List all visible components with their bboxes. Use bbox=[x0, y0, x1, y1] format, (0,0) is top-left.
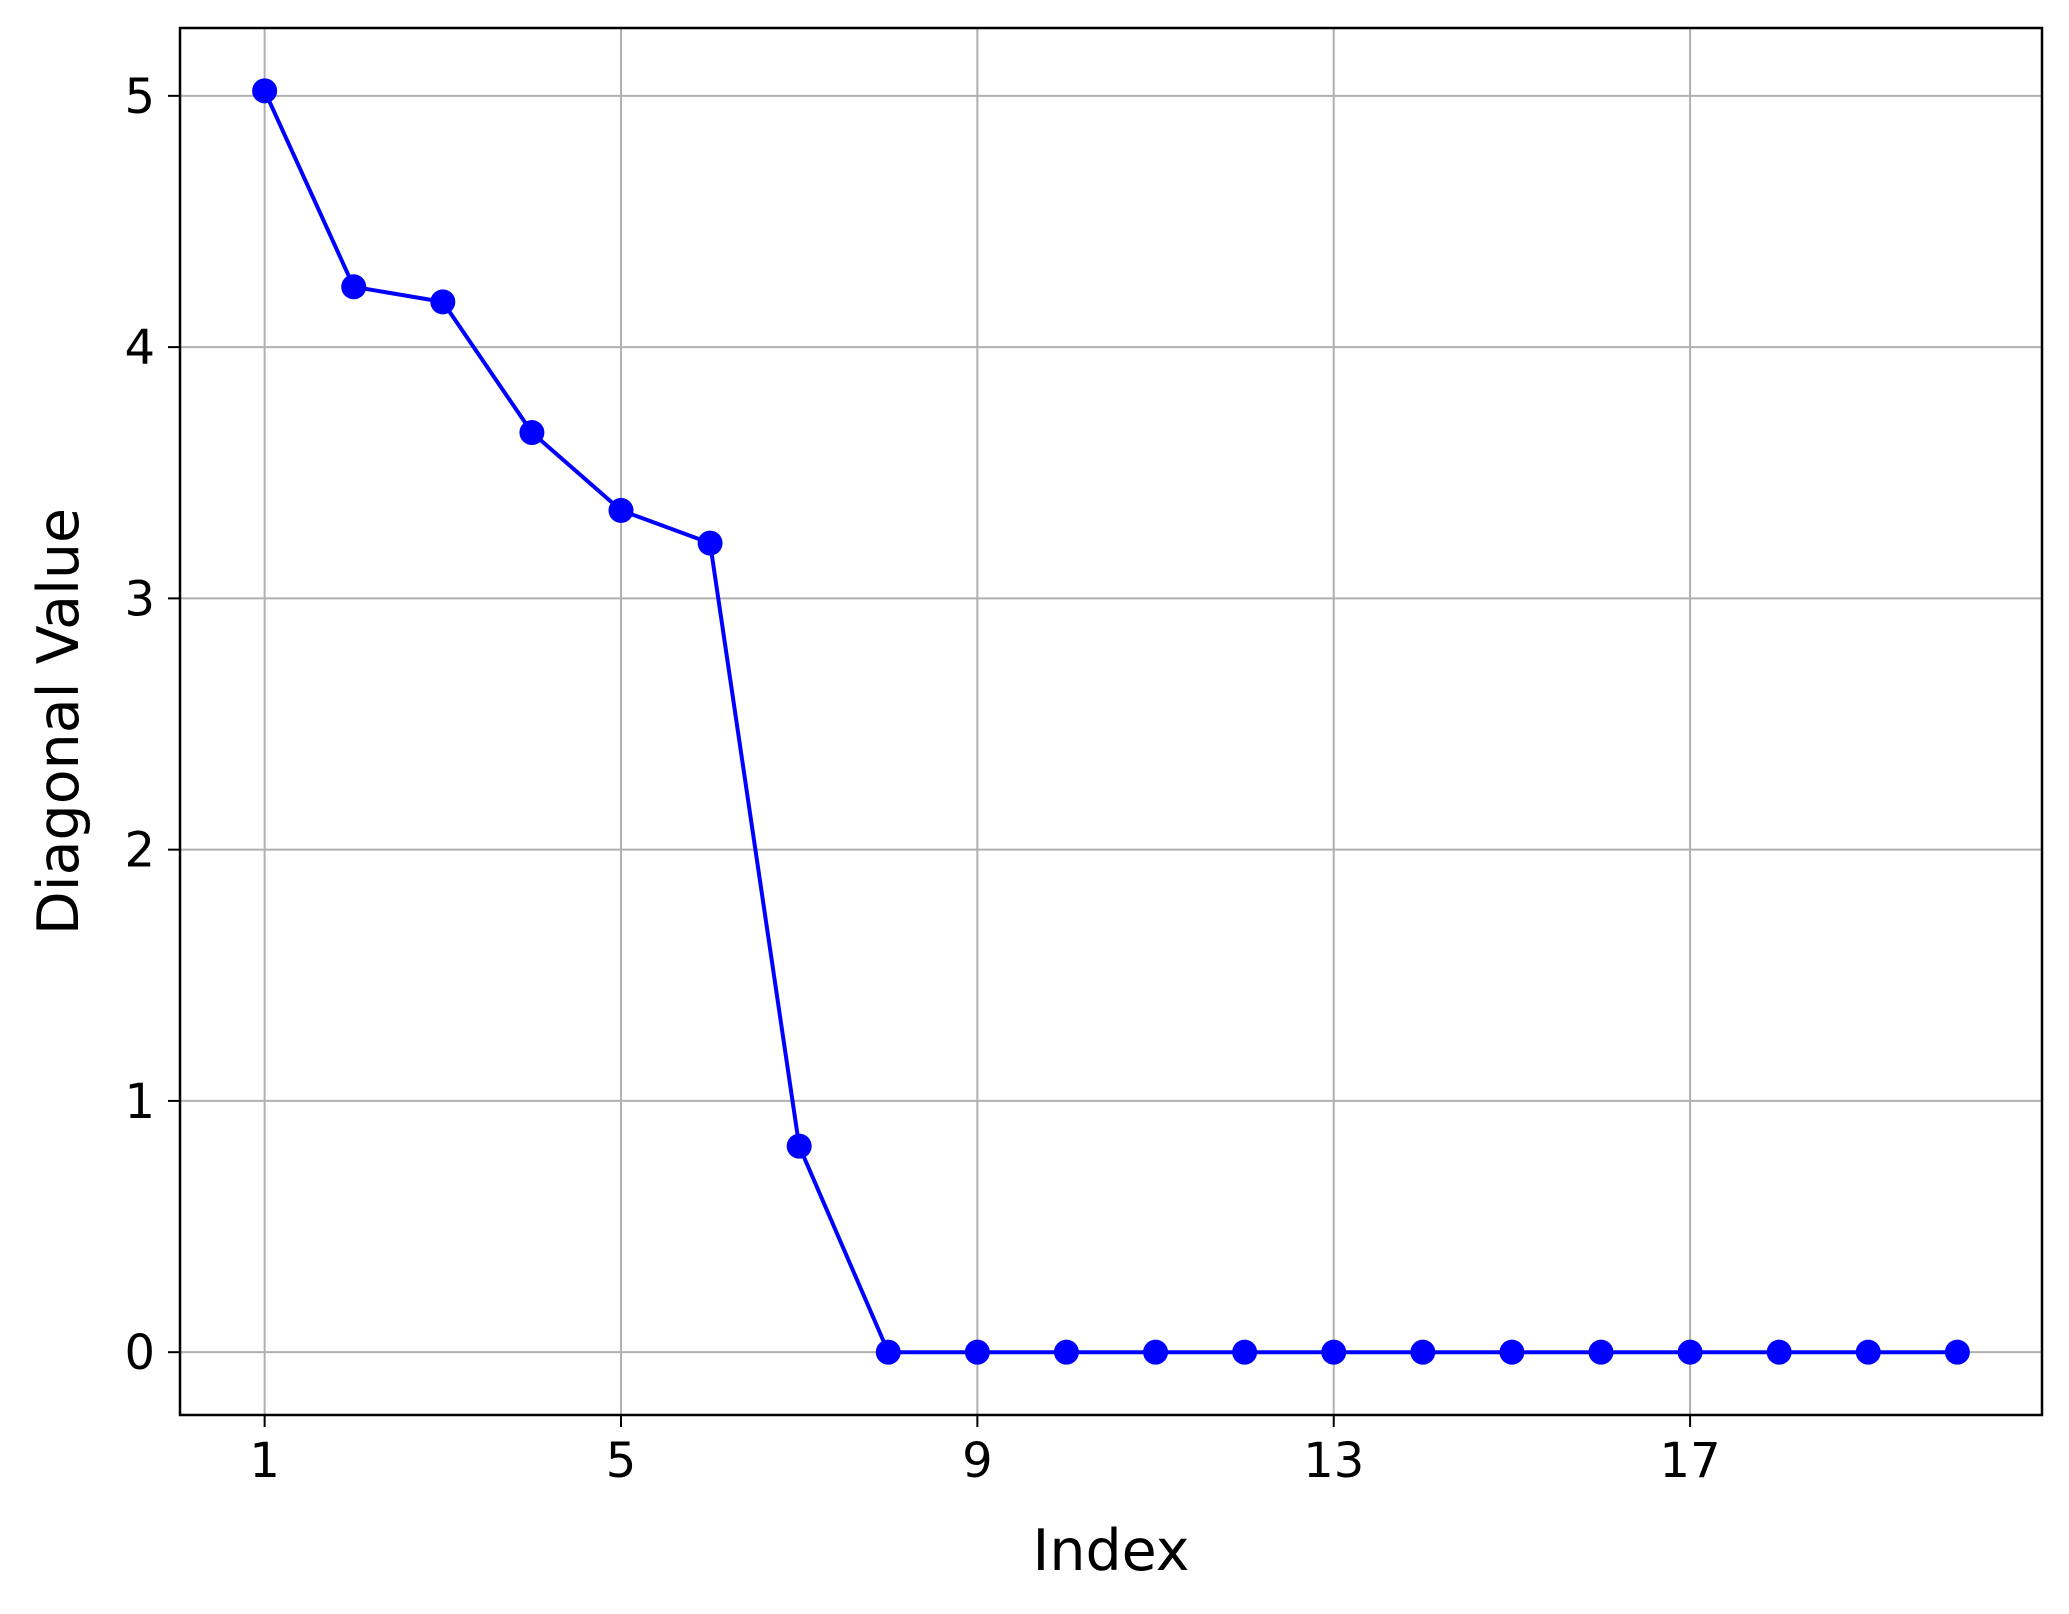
y-tick-label: 5 bbox=[124, 69, 155, 125]
data-point bbox=[1766, 1339, 1792, 1365]
x-tick-label: 9 bbox=[962, 1433, 993, 1489]
data-point bbox=[1321, 1339, 1347, 1365]
data-point bbox=[875, 1339, 901, 1365]
data-point bbox=[964, 1339, 990, 1365]
y-tick-label: 0 bbox=[124, 1325, 155, 1381]
data-point bbox=[519, 420, 545, 446]
data-point bbox=[1855, 1339, 1881, 1365]
data-point bbox=[1232, 1339, 1258, 1365]
grid bbox=[180, 28, 2042, 1415]
ticks: 1 5 9 13 17 0 1 2 3 4 5 bbox=[124, 69, 1720, 1489]
y-tick-label: 1 bbox=[124, 1074, 155, 1130]
data-point bbox=[341, 274, 367, 300]
x-tick-label: 1 bbox=[249, 1433, 280, 1489]
data-point bbox=[430, 289, 456, 315]
data-point bbox=[1588, 1339, 1614, 1365]
data-point bbox=[1677, 1339, 1703, 1365]
data-point bbox=[1499, 1339, 1525, 1365]
x-tick-label: 5 bbox=[606, 1433, 637, 1489]
x-tick-label: 17 bbox=[1660, 1433, 1721, 1489]
data-point bbox=[1053, 1339, 1079, 1365]
plot-frame bbox=[178, 26, 2044, 1417]
y-tick-label: 4 bbox=[124, 320, 155, 376]
data-point bbox=[1143, 1339, 1169, 1365]
series-line bbox=[262, 89, 1958, 1355]
x-axis-label: Index bbox=[1033, 1518, 1190, 1584]
y-axis-label: Diagonal Value bbox=[26, 508, 92, 935]
data-point bbox=[608, 497, 634, 523]
data-point bbox=[1944, 1339, 1970, 1365]
data-point bbox=[1410, 1339, 1436, 1365]
data-point bbox=[786, 1133, 812, 1159]
data-point bbox=[697, 530, 723, 556]
x-tick-label: 13 bbox=[1303, 1433, 1364, 1489]
y-tick-label: 3 bbox=[124, 571, 155, 627]
data-point bbox=[252, 78, 278, 104]
series-layer bbox=[252, 78, 1970, 1365]
y-tick-label: 2 bbox=[124, 823, 155, 879]
